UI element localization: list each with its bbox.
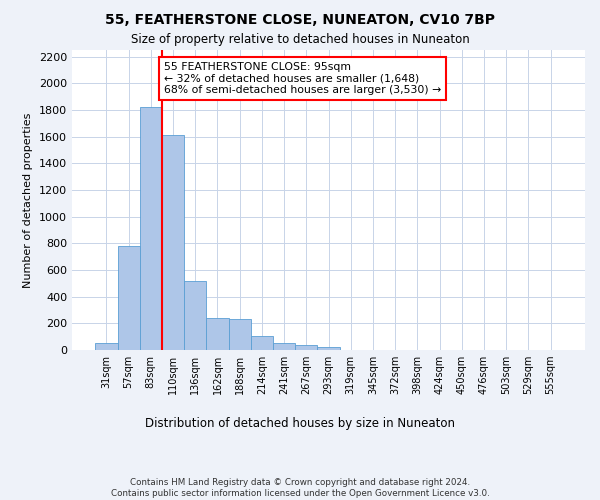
Text: Distribution of detached houses by size in Nuneaton: Distribution of detached houses by size … bbox=[145, 418, 455, 430]
Text: 55, FEATHERSTONE CLOSE, NUNEATON, CV10 7BP: 55, FEATHERSTONE CLOSE, NUNEATON, CV10 7… bbox=[105, 12, 495, 26]
Bar bbox=[184, 280, 206, 350]
Y-axis label: Number of detached properties: Number of detached properties bbox=[23, 112, 34, 288]
Bar bbox=[118, 246, 140, 350]
Bar bbox=[95, 342, 118, 350]
Bar bbox=[140, 108, 162, 350]
Text: Contains HM Land Registry data © Crown copyright and database right 2024.
Contai: Contains HM Land Registry data © Crown c… bbox=[110, 478, 490, 498]
Bar bbox=[295, 344, 317, 350]
Bar bbox=[273, 342, 295, 350]
Bar bbox=[229, 318, 251, 350]
Bar bbox=[206, 318, 229, 350]
Bar bbox=[251, 336, 273, 350]
Text: Size of property relative to detached houses in Nuneaton: Size of property relative to detached ho… bbox=[131, 32, 469, 46]
Bar bbox=[317, 348, 340, 350]
Text: 55 FEATHERSTONE CLOSE: 95sqm
← 32% of detached houses are smaller (1,648)
68% of: 55 FEATHERSTONE CLOSE: 95sqm ← 32% of de… bbox=[164, 62, 442, 95]
Bar bbox=[162, 136, 184, 350]
